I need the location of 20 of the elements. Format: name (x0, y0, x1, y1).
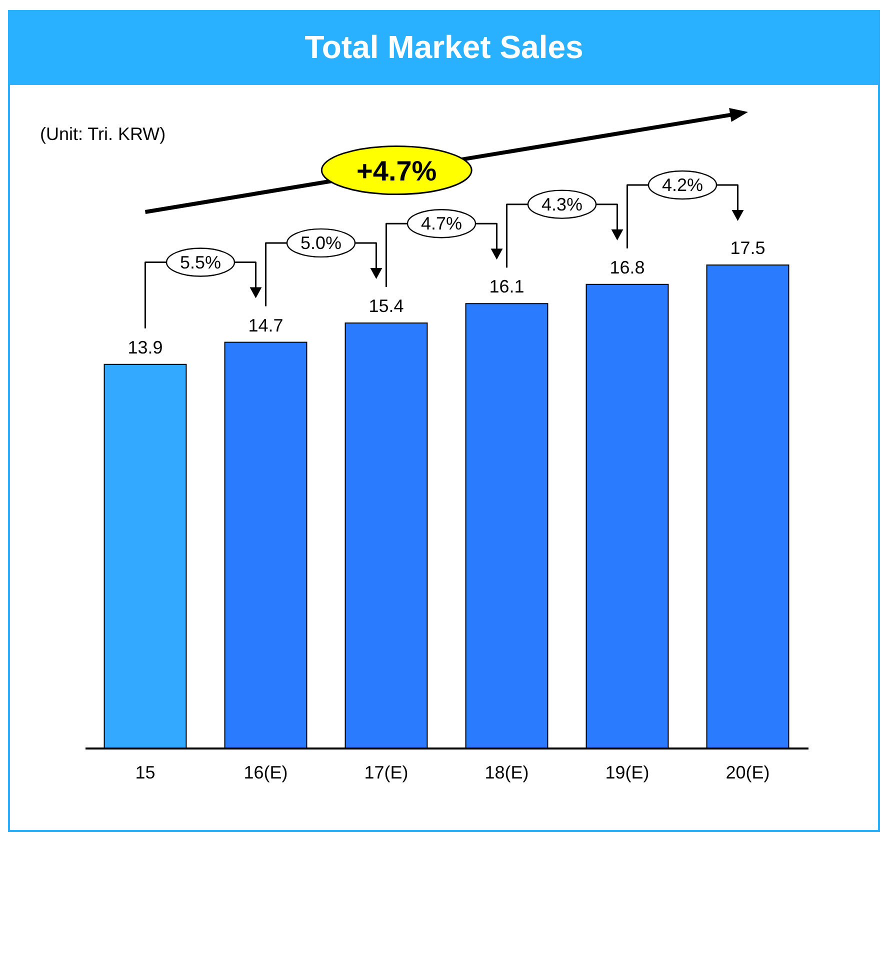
x-tick-label: 15 (135, 762, 156, 782)
x-tick-label: 19(E) (605, 762, 650, 782)
data-label: 15.4 (368, 296, 404, 316)
text: +4.7% (356, 155, 437, 186)
data-label: 16.1 (489, 276, 524, 297)
annotation: 5.5% (180, 252, 222, 272)
text: 4.3% (541, 194, 583, 214)
data-label: 13.9 (128, 337, 163, 358)
text: 4.7% (420, 214, 462, 234)
chart-title: Total Market Sales (8, 10, 880, 85)
data-label: 14.7 (248, 315, 284, 336)
x-tick-label: 18(E) (484, 762, 529, 782)
x-tick-label: 16(E) (244, 762, 288, 782)
text: (Unit: Tri. KRW) (40, 124, 166, 145)
text: 5.0% (300, 232, 342, 253)
data-label: 16.8 (610, 257, 645, 278)
data-label: 17.5 (730, 238, 766, 258)
text: 4.2% (662, 175, 704, 195)
x-tick-label: 17(E) (364, 762, 408, 782)
x-tick-label: 20(E) (726, 762, 770, 782)
